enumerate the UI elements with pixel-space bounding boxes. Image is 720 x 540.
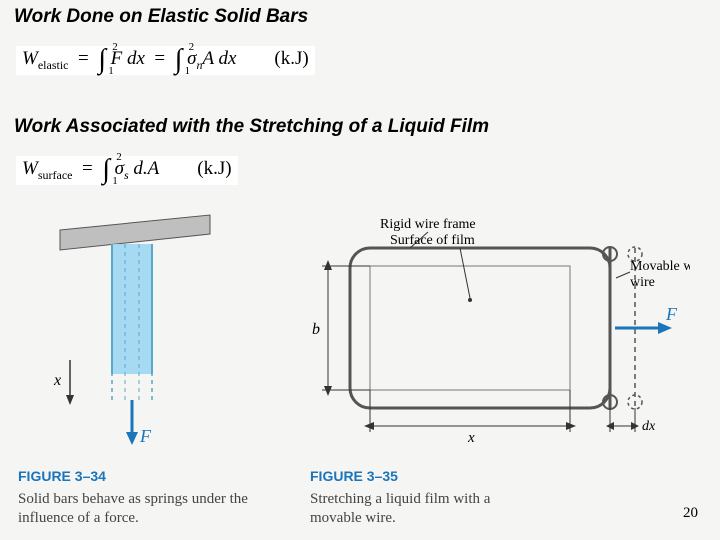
figure-35-caption: Stretching a liquid film with a movable … [310, 490, 490, 528]
surface-film-label: Surface of film [390, 233, 475, 248]
eq2-units: (k.J) [197, 158, 231, 179]
figure-34-caption: Solid bars behave as springs under the i… [18, 490, 248, 528]
figure-35-label: FIGURE 3–35 [310, 468, 398, 484]
eq1-lhs-sub: elastic [38, 58, 69, 72]
equation-surface: Wsurface = ∫21 σs d.A (k.J) [16, 156, 238, 185]
force-label: F [139, 426, 152, 446]
x-label: x [467, 430, 475, 446]
svg-text:wire: wire [630, 275, 655, 290]
figure-35-diagram: F b x dx Rigid wire frame Surface of fil… [310, 208, 690, 448]
integral-icon: ∫21 [98, 50, 106, 70]
x-axis-label: x [53, 372, 61, 389]
equation-elastic: Welastic = ∫21 F dx = ∫21 σnA dx (k.J) [16, 46, 315, 75]
dx-label: dx [642, 419, 656, 434]
heading-elastic: Work Done on Elastic Solid Bars [14, 6, 308, 28]
movable-wire-label: Movable wire [630, 259, 690, 274]
page-number: 20 [683, 505, 698, 522]
rigid-frame-label: Rigid wire frame [380, 217, 476, 232]
b-label: b [312, 321, 320, 338]
heading-liquid-film: Work Associated with the Stretching of a… [14, 116, 489, 138]
force-label: F [665, 304, 678, 324]
eq1-lhs-var: W [22, 48, 38, 69]
integral-icon: ∫21 [102, 160, 110, 180]
eq2-lhs-var: W [22, 158, 38, 179]
eq2-lhs-sub: surface [38, 168, 73, 182]
eq1-units: (k.J) [274, 48, 308, 69]
figure-34-label: FIGURE 3–34 [18, 468, 106, 484]
integral-icon: ∫21 [175, 50, 183, 70]
figure-34-diagram: x F [40, 210, 240, 450]
